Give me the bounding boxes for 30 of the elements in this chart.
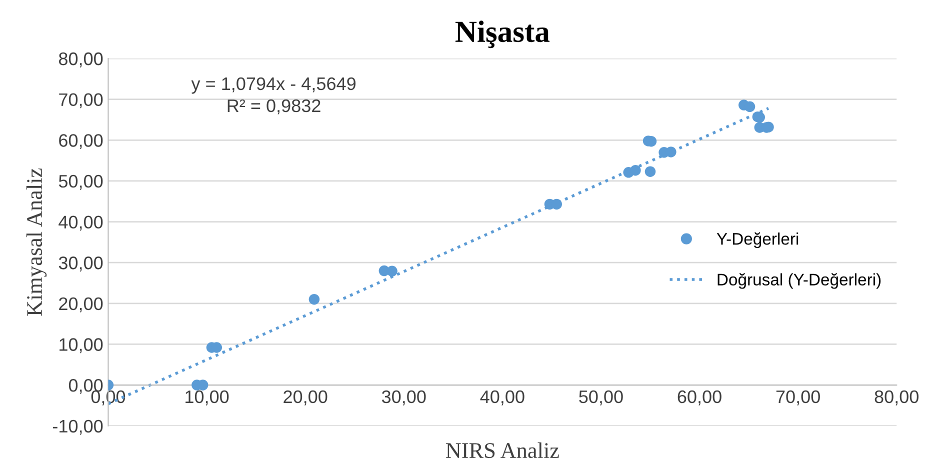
legend-label: Y-Değerleri	[716, 232, 798, 248]
x-tick-label: 20,00	[284, 390, 328, 406]
y-tick-label: 50,00	[58, 174, 103, 190]
y-axis-title: Kimyasal Analiz	[26, 168, 47, 316]
y-tick-label: 10,00	[60, 338, 103, 354]
y-tick-label: 30,00	[58, 256, 103, 272]
y-tick-label: 80,00	[58, 52, 103, 68]
point	[644, 166, 656, 177]
x-tick-label: 50,00	[579, 390, 623, 406]
point	[308, 294, 320, 305]
y-tick-label: 40,00	[58, 216, 103, 231]
point	[666, 146, 676, 158]
annotation: R² = 0,9832	[228, 99, 320, 114]
y-tick-label: 20,00	[59, 297, 103, 312]
x-tick-label: 70,00	[776, 390, 820, 406]
x-axis-title: NIRS Analiz	[446, 442, 559, 458]
point	[744, 101, 756, 112]
x-tick-label: 80,00	[874, 390, 918, 406]
chart-title: Nişasta	[455, 20, 550, 48]
y-tick-label: 60,00	[59, 134, 103, 149]
x-tick-label: 40,00	[480, 390, 524, 406]
point	[386, 266, 398, 277]
y-tick-label: 70,00	[59, 93, 103, 108]
x-tick-label: 30,00	[382, 390, 426, 406]
y-tick-label: -10,00	[52, 420, 103, 435]
annotation: y = 1,0794x - 4,5649	[191, 77, 356, 94]
point	[630, 164, 641, 176]
x-tick-label: 10,00	[186, 390, 229, 406]
x-tick-label: 60,00	[678, 390, 722, 406]
legend-label: Doğrusal (Y-Değerleri)	[718, 273, 881, 289]
